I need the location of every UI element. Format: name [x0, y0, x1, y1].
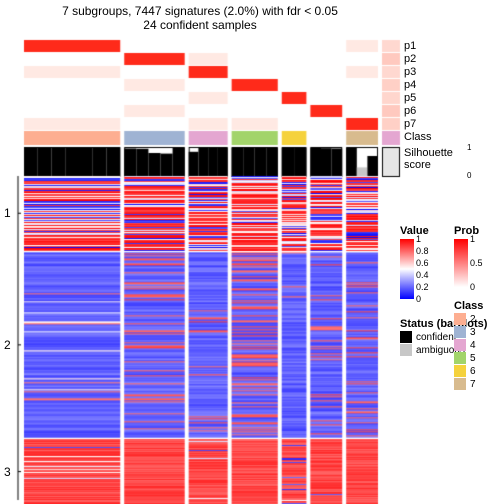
legend-prob-title: Prob: [454, 225, 504, 237]
prob-tick: 1: [470, 234, 475, 244]
prob-tick: 0: [470, 282, 475, 292]
value-tick: 1: [416, 234, 421, 244]
cluster-label: 3: [4, 465, 11, 479]
value-tick: 0.2: [416, 282, 429, 292]
p-row-label: p1: [404, 40, 416, 52]
prob-tick: 0.5: [470, 258, 483, 268]
value-tick: 0.8: [416, 246, 429, 256]
legend-class-item: 3: [454, 326, 504, 338]
cluster-label: 2: [4, 338, 11, 352]
legend-class-item: 6: [454, 365, 504, 377]
p-row-label: p5: [404, 92, 416, 104]
legend-class-item: 7: [454, 378, 504, 390]
value-tick: 0: [416, 294, 421, 304]
p-row-label: p7: [404, 118, 416, 130]
legend-class-title: Class: [454, 300, 504, 312]
p-row-label: p3: [404, 66, 416, 78]
cluster-label: 1: [4, 206, 11, 220]
p-row-label: p2: [404, 53, 416, 65]
legend-class-item: 4: [454, 339, 504, 351]
sil-tick: 1: [467, 143, 471, 152]
sil-tick: 0: [467, 171, 471, 180]
legend-prob: Prob 10.50: [454, 225, 504, 287]
legend-class-item: 5: [454, 352, 504, 364]
legend-class: Class 234567: [454, 300, 504, 391]
legend-class-item: 2: [454, 313, 504, 325]
silhouette-label: Silhouettescore: [404, 147, 453, 171]
value-tick: 0.6: [416, 258, 429, 268]
value-gradient: [400, 239, 414, 299]
p-row-label: p4: [404, 79, 416, 91]
prob-gradient: [454, 239, 468, 287]
p-row-label: p6: [404, 105, 416, 117]
value-tick: 0.4: [416, 270, 429, 280]
class-row-label: Class: [404, 131, 432, 143]
